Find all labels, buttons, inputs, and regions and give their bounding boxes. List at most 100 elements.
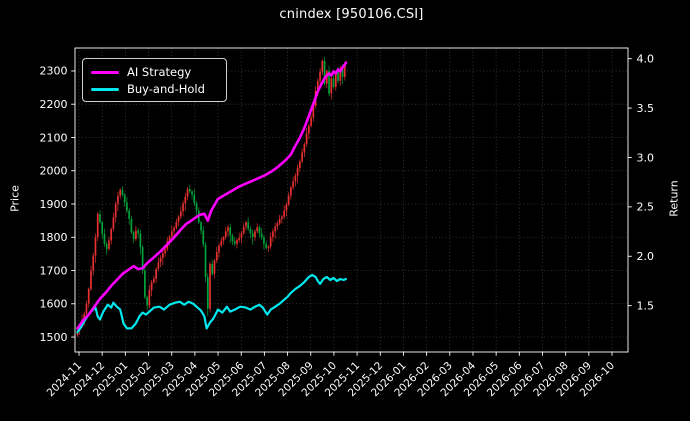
candle xyxy=(290,186,292,200)
left-axis-title: Price xyxy=(8,185,22,212)
candle xyxy=(132,230,135,243)
candle xyxy=(153,275,155,284)
return-tick-label: 4.0 xyxy=(637,52,655,65)
candle xyxy=(188,185,191,194)
candlestick-series xyxy=(76,56,346,338)
candle xyxy=(206,273,209,317)
candle xyxy=(144,266,146,300)
ai-strategy-line-swatch xyxy=(91,71,119,74)
candle xyxy=(305,128,308,147)
candle xyxy=(175,218,178,230)
price-tick-label: 1700 xyxy=(40,264,68,277)
candle xyxy=(260,227,263,240)
candle xyxy=(85,300,88,316)
candle xyxy=(276,221,279,231)
candle xyxy=(179,206,182,219)
candle xyxy=(281,214,283,224)
candle xyxy=(200,220,202,235)
candle xyxy=(105,241,108,255)
candle xyxy=(299,159,301,172)
candle xyxy=(267,245,270,252)
candle xyxy=(117,192,119,212)
buy-and-hold-line-swatch xyxy=(91,88,119,91)
candle xyxy=(215,246,218,264)
candle xyxy=(321,58,324,76)
return-tick-label: 3.0 xyxy=(637,151,655,164)
candle xyxy=(96,211,99,241)
candle xyxy=(213,258,216,279)
candle xyxy=(182,200,184,217)
candle xyxy=(186,187,189,201)
candle xyxy=(170,225,173,240)
x-tick-labels: 2024-112024-122025-012025-022025-032025-… xyxy=(45,359,618,399)
axis-ticks xyxy=(71,58,632,356)
candle xyxy=(325,69,328,89)
candle xyxy=(202,225,205,247)
candle xyxy=(204,241,207,283)
candle xyxy=(285,202,288,217)
candle xyxy=(130,215,133,234)
candle xyxy=(155,267,157,283)
candle xyxy=(229,223,232,243)
candle xyxy=(193,189,196,206)
candle xyxy=(240,230,243,244)
candle xyxy=(211,259,214,276)
candle xyxy=(114,201,117,223)
candle xyxy=(227,224,229,237)
candle xyxy=(135,225,137,242)
candle xyxy=(146,295,148,311)
candle xyxy=(251,229,254,245)
price-tick-label: 1600 xyxy=(40,298,68,311)
candle xyxy=(256,223,259,234)
candle xyxy=(292,176,294,190)
candle xyxy=(224,226,227,240)
price-tick-label: 2200 xyxy=(40,98,68,111)
candle xyxy=(307,123,310,140)
candle xyxy=(218,243,220,258)
price-tick-label: 2000 xyxy=(40,165,68,178)
price-tick-label: 2100 xyxy=(40,131,68,144)
candle xyxy=(90,265,92,292)
legend: AI Strategy Buy-and-Hold xyxy=(82,58,227,102)
legend-item-buy-and-hold: Buy-and-Hold xyxy=(91,81,226,98)
candle xyxy=(209,261,211,313)
candle xyxy=(238,232,241,243)
candle xyxy=(254,229,256,241)
candle xyxy=(233,237,236,246)
candle xyxy=(99,209,101,225)
return-tick-label: 2.5 xyxy=(637,201,655,214)
candle xyxy=(157,257,160,272)
candle xyxy=(126,197,128,214)
candle xyxy=(274,222,277,239)
candle xyxy=(87,287,90,308)
legend-label-ai-strategy: AI Strategy xyxy=(127,64,192,79)
candle xyxy=(220,237,223,248)
candle xyxy=(258,225,261,238)
candle xyxy=(101,220,104,239)
candle xyxy=(242,223,245,235)
return-tick-label: 2.0 xyxy=(637,250,655,263)
candle xyxy=(328,65,330,97)
left-tick-labels: 1500 1600 1700 1800 1900 2000 2100 2200 2300 xyxy=(40,65,68,344)
candle xyxy=(164,247,166,257)
candle xyxy=(247,217,250,232)
candle xyxy=(119,188,122,200)
candle xyxy=(269,232,272,249)
candle xyxy=(121,186,124,197)
candle xyxy=(301,148,303,164)
candle xyxy=(222,235,225,245)
candle xyxy=(94,233,97,263)
candle xyxy=(236,238,238,249)
candle xyxy=(112,212,115,232)
candle xyxy=(245,220,247,231)
candle xyxy=(265,240,268,250)
price-tick-label: 1900 xyxy=(40,198,68,211)
price-tick-label: 1500 xyxy=(40,331,68,344)
buy-and-hold-line xyxy=(76,273,347,334)
candle xyxy=(283,205,285,220)
candle xyxy=(263,234,265,250)
return-tick-label: 1.5 xyxy=(637,299,655,312)
candle xyxy=(296,164,299,184)
